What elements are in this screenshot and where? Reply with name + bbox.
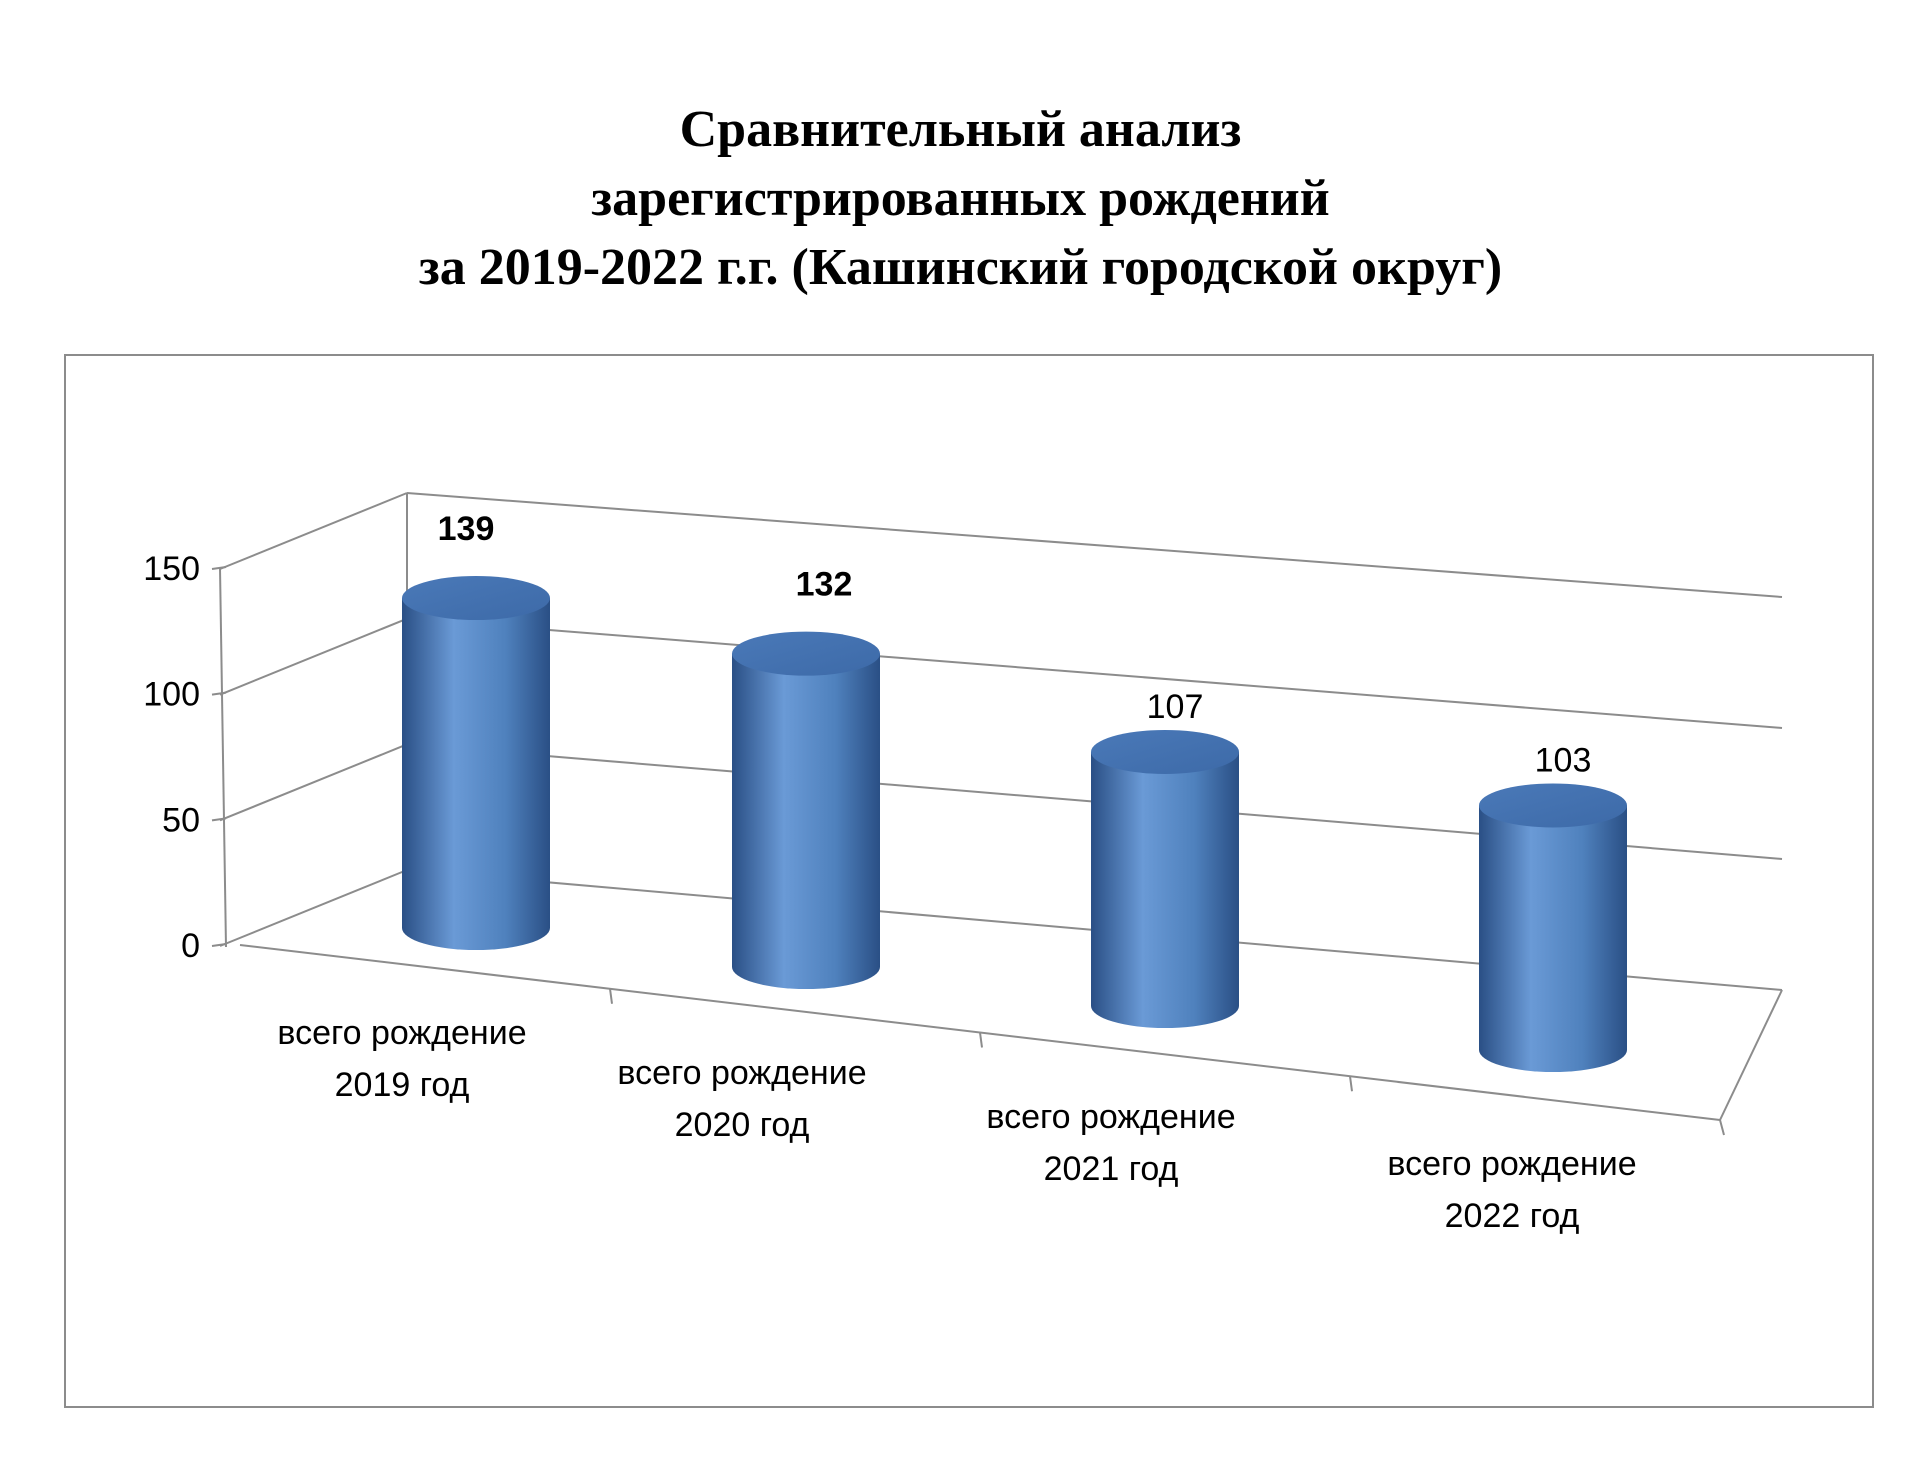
chart-title: Сравнительный анализ зарегистрированных …: [0, 95, 1921, 302]
data-label-2: 132: [796, 566, 853, 604]
chart-title-line-3: за 2019-2022 г.г. (Кашинский городской о…: [418, 239, 1503, 296]
chart-title-line-1: Сравнительный анализ: [679, 101, 1242, 158]
category-label-2-line-1: всего рождение: [617, 1054, 866, 1092]
x-tick-mark-3: [1349, 1076, 1353, 1092]
bar-top-3: [1091, 729, 1239, 774]
category-label-3-line-1: всего рождение: [986, 1098, 1235, 1136]
bar-top-2: [732, 631, 880, 676]
gridline-150: [406, 492, 1783, 598]
sidewall-line-150: [219, 492, 408, 570]
category-label-4-line-1: всего рождение: [1387, 1145, 1636, 1183]
sidewall-line-100: [219, 617, 408, 696]
category-label-3-line-2: 2021 год: [1044, 1150, 1179, 1188]
bar-4: [1479, 805, 1627, 1072]
y-tick-label-150: 150: [143, 550, 200, 588]
category-label-4-line-2: 2022 год: [1445, 1197, 1580, 1235]
bar-top-1: [402, 576, 550, 620]
bar-2: [732, 653, 880, 989]
y-tick-mark-0: [211, 943, 227, 947]
data-label-3: 107: [1147, 688, 1204, 726]
sidewall-line-0: [219, 869, 408, 947]
y-tick-mark-100: [211, 691, 227, 696]
category-label-1-line-2: 2019 год: [335, 1066, 470, 1104]
bar-3: [1091, 751, 1239, 1028]
y-tick-label-0: 0: [181, 927, 200, 965]
y-tick-label-100: 100: [143, 676, 200, 714]
gridline-100: [406, 617, 1783, 729]
y-tick-mark-150: [211, 566, 227, 570]
y-axis-line: [219, 567, 227, 948]
bar-1: [402, 598, 550, 950]
bar-top-4: [1479, 783, 1627, 828]
chart-title-line-2: зарегистрированных рождений: [591, 170, 1330, 227]
floor-right-edge: [1719, 989, 1783, 1121]
y-tick-label-50: 50: [162, 801, 200, 839]
x-tick-mark-2: [979, 1032, 983, 1048]
x-axis-end-tick: [1719, 1119, 1725, 1136]
chart-frame: [64, 354, 1874, 1408]
category-label-1-line-1: всего рождение: [277, 1014, 526, 1052]
data-label-1: 139: [438, 510, 495, 548]
data-label-4: 103: [1535, 741, 1592, 779]
category-label-2-line-2: 2020 год: [675, 1106, 810, 1144]
sidewall-line-50: [219, 743, 408, 822]
y-tick-mark-50: [211, 817, 227, 822]
x-tick-mark-1: [609, 988, 613, 1004]
